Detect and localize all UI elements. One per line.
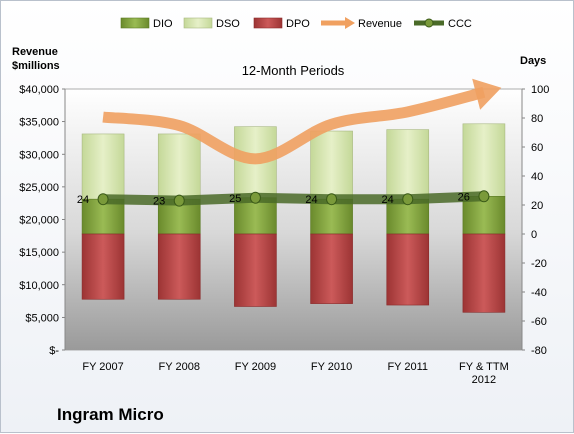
y-left-tick-label: $5,000 [25,312,59,324]
x-tick-label: FY 2009 [235,361,276,373]
plot-background [64,88,523,351]
x-tick-label: FY 2008 [159,361,200,373]
bar-dso [157,133,201,200]
y-right-tick-label: 60 [531,142,543,154]
bar-dpo [310,233,353,304]
legend-label-revenue: Revenue [358,18,402,30]
y-right-tick-label: -20 [531,258,547,270]
ccc-data-label: 25 [229,193,241,205]
bar-dio [234,197,277,235]
bar-dso [462,123,506,197]
y-left-tick-label: $10,000 [19,280,59,292]
bar-dso [386,129,430,200]
y-right-axis-title: Days [520,55,546,67]
ccc-point [478,190,490,203]
legend: DIO DSO DPO Revenue CCC [120,17,472,30]
x-tick-label: FY 2007 [82,361,123,373]
y-right-tick-label: 0 [531,229,537,241]
ccc-point [173,194,185,207]
ccc-line [102,191,485,206]
y-right-tick-label: -80 [531,345,547,357]
y-right-tick-label: -40 [531,287,547,299]
legend-swatch-dso [183,17,213,29]
y-left-axis-title-line2: $millions [12,60,60,72]
axes: $40,000 $35,000 $30,000 $25,000 $20,000 $15,0… [19,84,549,386]
company-name: Ingram Micro [57,405,164,424]
bar-dio [462,196,506,235]
x-tick-label: FY & TTM [459,361,509,373]
legend-label-dso: DSO [216,18,240,30]
bar-dpo [462,233,506,313]
legend-label-dpo: DPO [286,18,310,30]
ccc-data-label: 23 [153,196,165,208]
y-right-tick-label: 20 [531,200,543,212]
y-left-tick-label: $- [49,345,59,357]
legend-swatch-dio [120,17,150,29]
ccc-point [97,193,109,206]
legend-swatch-revenue-arrow [345,17,355,29]
ccc-point [402,193,414,206]
y-left-tick-label: $30,000 [19,149,59,161]
y-left-axis-title-line1: Revenue [12,46,58,58]
y-left-tick-label: $35,000 [19,117,59,129]
ccc-data-label: 24 [77,194,89,206]
legend-swatch-ccc-marker [424,18,434,28]
revenue-line [102,86,486,165]
y-right-tick-label: -60 [531,316,547,328]
bar-dpo [386,233,430,306]
y-right-tick-label: 100 [531,84,549,96]
y-left-tick-label: $15,000 [19,247,59,259]
ccc-data-label: 26 [458,191,470,203]
legend-label-ccc: CCC [448,18,472,30]
ccc-point [326,193,338,206]
x-tick-label: FY 2010 [311,361,352,373]
revenue-arrowhead [472,78,502,110]
plot-area: 24 23 25 24 24 26 [64,78,523,351]
bar-dpo [234,233,277,307]
bar-dso [310,130,353,200]
ccc-data-label: 24 [382,194,394,206]
legend-swatch-dpo [253,17,283,29]
x-tick-label: 2012 [472,374,496,386]
ccc-data-label: 24 [305,194,317,206]
x-tick-label: FY 2011 [387,361,428,373]
chart-subtitle: 12-Month Periods [242,63,345,78]
ccc-point [249,191,261,204]
y-right-tick-label: 80 [531,113,543,125]
bar-dso [81,133,125,200]
legend-label-dio: DIO [153,18,173,30]
y-left-tick-label: $20,000 [19,215,59,227]
y-right-tick-label: 40 [531,171,543,183]
bar-dpo [81,233,125,300]
bar-dpo [157,233,201,300]
y-left-tick-label: $25,000 [19,182,59,194]
chart-titles: Revenue $millions Days 12-Month Periods Ingr… [12,46,546,424]
y-left-tick-label: $40,000 [19,84,59,96]
